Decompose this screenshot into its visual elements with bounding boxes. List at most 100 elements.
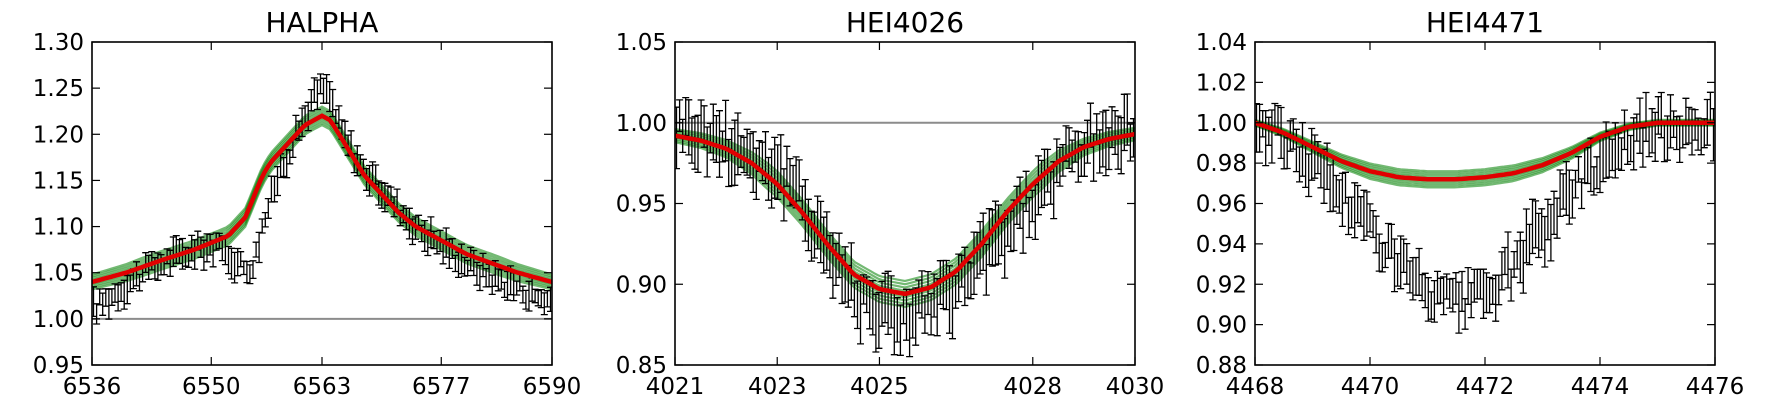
data-point [740, 136, 748, 174]
data-point [1262, 109, 1270, 167]
data-point [494, 268, 502, 292]
data-point [136, 273, 143, 292]
data-point [1685, 106, 1693, 144]
data-point [1406, 260, 1414, 294]
data-point [703, 126, 711, 178]
data-point [1648, 108, 1656, 154]
data-point [1126, 123, 1134, 162]
data-point [1305, 153, 1313, 198]
data-point [1363, 191, 1371, 237]
data-point [271, 175, 278, 203]
data-point [694, 114, 702, 173]
data-point [1366, 203, 1374, 233]
model-curve [92, 109, 552, 280]
data-point [881, 272, 889, 324]
y-tick-label: 1.00 [616, 111, 667, 137]
data-point [1332, 174, 1340, 208]
data-point [1565, 169, 1573, 225]
data-point [942, 259, 950, 311]
data-point [973, 231, 981, 279]
data-point [154, 252, 162, 281]
panel-title: HEI4026 [846, 6, 964, 39]
data-point [473, 261, 481, 286]
data-point [875, 291, 883, 349]
data-point [1541, 215, 1549, 268]
data-point [310, 77, 318, 103]
x-tick-label: 4476 [1686, 374, 1745, 400]
data-point [298, 107, 306, 138]
data-point [1397, 235, 1405, 290]
data-point [148, 251, 156, 271]
data-point [716, 110, 723, 178]
data-point [685, 99, 693, 156]
data-point [915, 279, 923, 314]
data-point [1421, 272, 1429, 309]
data-point [1338, 172, 1346, 228]
data-point [1105, 127, 1113, 171]
data-point [811, 211, 818, 259]
data-point [1654, 96, 1662, 135]
plot-area [1255, 91, 1715, 334]
data-point [261, 211, 269, 228]
data-point [927, 292, 935, 336]
best-fit-curve [92, 113, 552, 285]
data-point [1130, 118, 1135, 158]
data-point [1452, 272, 1460, 305]
data-point [1553, 197, 1561, 239]
data-point [1489, 277, 1497, 305]
data-point [955, 253, 963, 303]
data-point [1627, 134, 1635, 163]
data-point [1056, 146, 1064, 187]
data-point [280, 156, 288, 178]
axes-frame [91, 41, 553, 366]
data-point [476, 264, 484, 292]
data-point [1501, 246, 1509, 276]
data-point [534, 289, 542, 307]
data-point [1449, 277, 1457, 313]
data-point [725, 138, 733, 188]
y-tick-label: 0.95 [616, 192, 667, 218]
data-point [1108, 106, 1116, 149]
plot-area [92, 73, 552, 325]
data-point [1388, 223, 1395, 259]
data-point [1418, 273, 1426, 302]
data-point [1074, 131, 1082, 183]
panel-title: HEI4471 [1426, 6, 1544, 39]
model-curve [675, 129, 1135, 289]
data-point [1016, 176, 1024, 229]
data-point [1360, 189, 1368, 241]
data-point [313, 79, 321, 111]
data-point [918, 270, 926, 319]
data-point [427, 216, 435, 249]
data-point [329, 88, 337, 118]
data-point [1102, 109, 1110, 177]
y-tick-label: 1.05 [33, 261, 84, 287]
data-point [712, 114, 720, 163]
y-tick-label: 0.90 [616, 272, 667, 298]
data-point [525, 280, 533, 312]
x-tick-label: 6563 [293, 374, 352, 400]
data-point [952, 275, 960, 309]
data-point [1639, 127, 1647, 168]
y-tick-label: 0.96 [1196, 192, 1247, 218]
data-point [1440, 276, 1448, 316]
data-point [832, 242, 840, 287]
data-point [1657, 91, 1665, 139]
data-point [958, 254, 966, 288]
data-point [1467, 282, 1475, 319]
data-point [1532, 200, 1540, 249]
data-point [169, 236, 177, 268]
data-point [804, 198, 812, 252]
model-curve [92, 123, 552, 291]
data-point [872, 293, 880, 353]
x-tick-label: 4470 [1341, 374, 1400, 400]
model-curve [675, 131, 1135, 292]
data-point [1547, 203, 1555, 262]
data-point [1117, 116, 1125, 175]
data-point [522, 289, 530, 310]
data-point [1504, 231, 1512, 289]
data-point [771, 136, 779, 199]
data-point [111, 283, 119, 303]
data-point [1314, 141, 1322, 175]
data-point [1292, 128, 1300, 173]
